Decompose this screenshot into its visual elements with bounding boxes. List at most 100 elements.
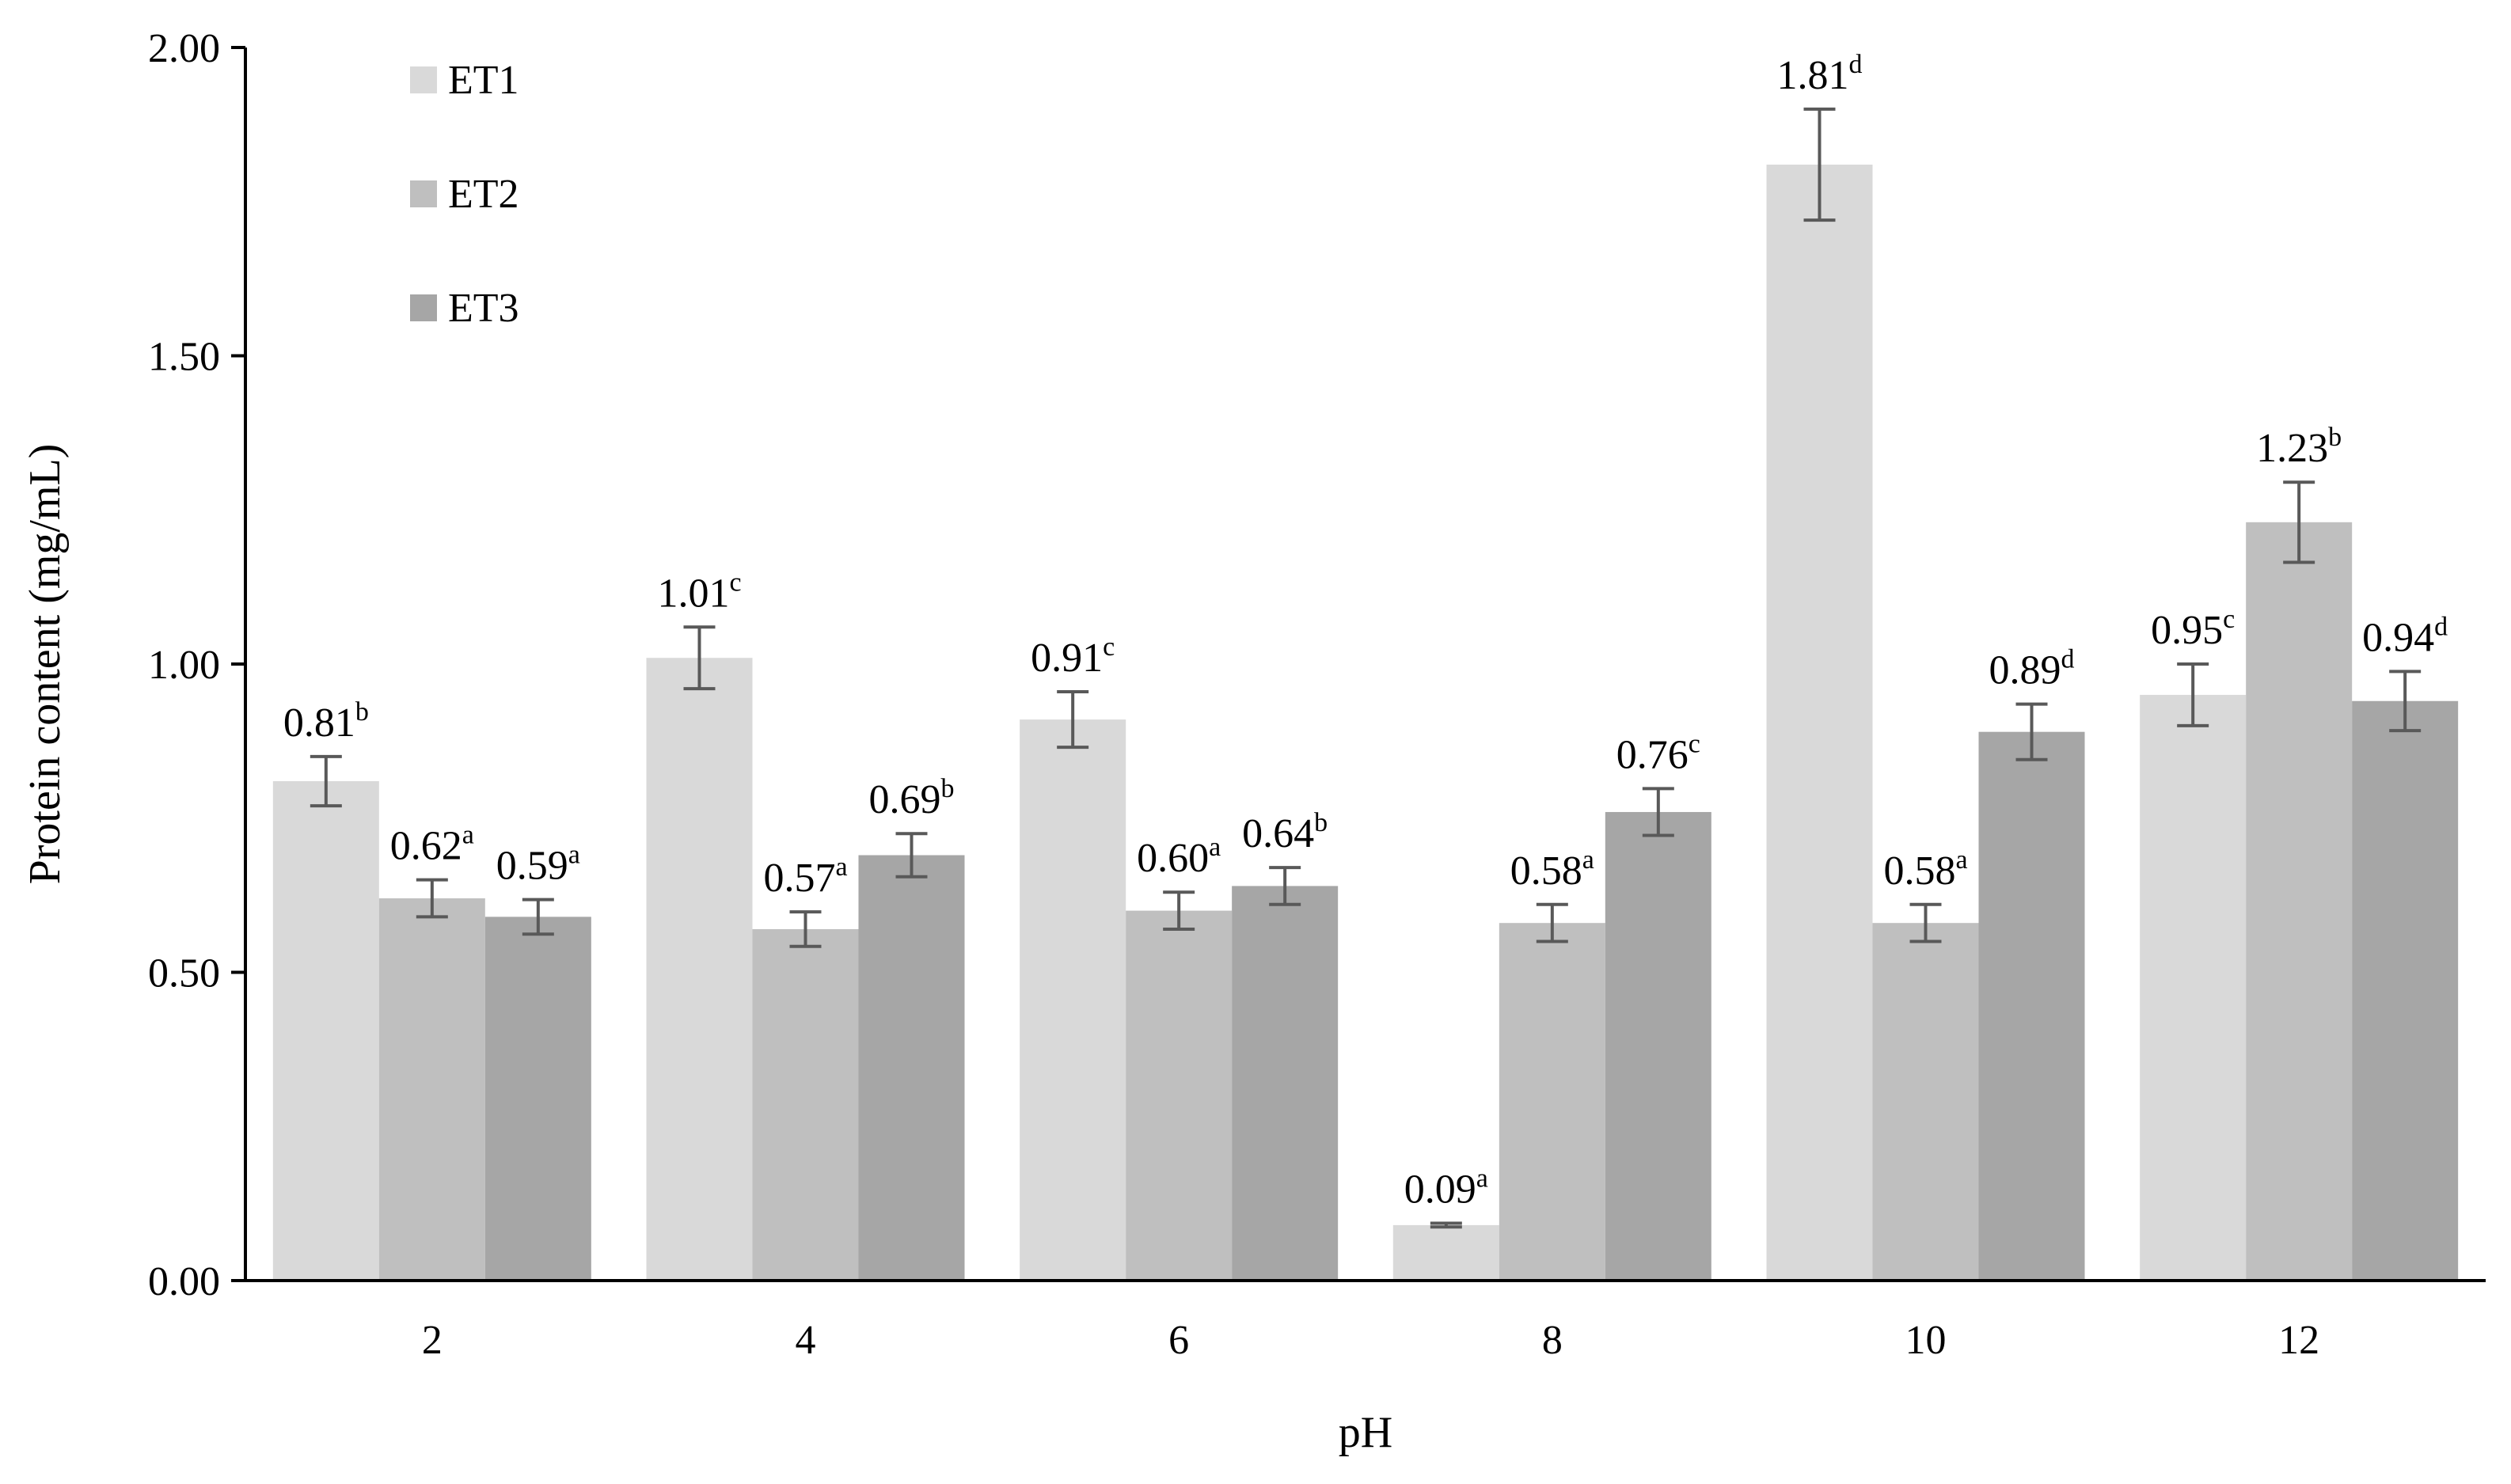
data-label: 0.09a: [1404, 1164, 1488, 1213]
error-bar: [1803, 107, 1836, 222]
bar-et3: [484, 917, 591, 1281]
data-label: 0.94d: [2362, 612, 2448, 660]
data-label-value: 0.94: [2362, 615, 2434, 660]
significance-letter: a: [462, 821, 474, 850]
bar-et1: [646, 658, 753, 1281]
significance-letter: d: [2434, 612, 2448, 641]
data-label: 0.69b: [869, 774, 955, 822]
data-label: 0.89d: [1989, 645, 2075, 693]
significance-letter: a: [1476, 1164, 1488, 1194]
bar-et1: [272, 781, 379, 1281]
significance-letter: d: [1849, 50, 1863, 79]
legend-item-et1: ET1: [410, 58, 519, 103]
data-label: 0.81b: [283, 697, 369, 746]
legend-item-et2: ET2: [410, 172, 519, 217]
error-bar: [522, 898, 554, 936]
bar-et1: [2140, 694, 2247, 1281]
data-label: 1.81d: [1777, 50, 1863, 98]
x-tick-label: 6: [1168, 1318, 1189, 1363]
y-tick-label: 0.00: [148, 1259, 220, 1304]
significance-letter: b: [941, 774, 955, 803]
legend-label: ET2: [448, 172, 519, 217]
x-tick-label: 8: [1542, 1318, 1563, 1363]
data-label: 1.23b: [2256, 423, 2342, 471]
y-axis-title: Protein content (mg/mL): [21, 444, 70, 885]
significance-letter: a: [1955, 845, 1967, 875]
error-bar: [2015, 702, 2048, 761]
error-bar: [1057, 690, 1089, 750]
error-bar: [1642, 787, 1674, 837]
bar-et3: [858, 855, 965, 1281]
significance-letter: c: [1103, 632, 1115, 662]
data-label-value: 0.62: [390, 824, 462, 869]
bars-layer: [272, 165, 2459, 1281]
error-bar: [789, 910, 822, 948]
data-label-value: 0.81: [283, 700, 355, 746]
significance-letter: a: [1582, 845, 1594, 875]
data-label: 0.64b: [1242, 808, 1328, 856]
significance-letter: b: [355, 697, 369, 727]
y-axis-ticks: 0.00 0.50 1.00 1.50 2.00: [148, 26, 245, 1304]
error-bar: [2283, 480, 2315, 564]
data-label-value: 1.23: [2256, 426, 2328, 471]
legend-label: ET1: [448, 58, 519, 103]
data-label: 0.58a: [1510, 845, 1594, 894]
significance-letter: c: [729, 567, 741, 597]
x-tick-label: 2: [422, 1318, 443, 1363]
error-bar: [1430, 1221, 1462, 1229]
y-tick-label: 0.50: [148, 951, 220, 996]
data-label: 0.57a: [763, 852, 847, 901]
error-bar: [416, 878, 448, 919]
significance-letter: d: [2061, 645, 2075, 674]
x-tick-label: 12: [2278, 1318, 2319, 1363]
error-bar: [2177, 662, 2209, 727]
data-label: 0.60a: [1137, 833, 1221, 881]
bar-et3: [2352, 700, 2459, 1281]
error-bars-layer: [310, 107, 2422, 1229]
legend-label: ET3: [448, 286, 519, 331]
data-label-value: 0.60: [1137, 836, 1209, 881]
error-bar: [1269, 866, 1301, 906]
significance-letter: c: [2223, 605, 2235, 634]
data-label-value: 0.95: [2151, 608, 2223, 653]
bar-et1: [1020, 719, 1126, 1281]
error-bar: [895, 832, 928, 879]
error-bar: [2389, 670, 2422, 733]
significance-letter: b: [2328, 423, 2342, 452]
data-label-value: 0.58: [1883, 848, 1955, 894]
bar-et1: [1766, 165, 1873, 1281]
data-label-value: 0.76: [1616, 732, 1689, 777]
data-label: 0.59a: [496, 841, 580, 889]
x-axis-ticks: 2 4 6 8 10 12: [422, 1318, 2319, 1363]
data-label-value: 0.89: [1989, 648, 2061, 693]
data-label: 0.58a: [1883, 845, 1967, 894]
significance-letter: a: [835, 852, 847, 882]
x-axis-title: pH: [1339, 1408, 1392, 1457]
data-label-value: 0.09: [1404, 1167, 1476, 1213]
data-label-value: 1.01: [657, 571, 729, 616]
y-tick-label: 1.50: [148, 335, 220, 380]
error-bar: [1909, 902, 1942, 943]
error-bar: [1536, 902, 1568, 943]
bar-et1: [1392, 1224, 1499, 1281]
data-label: 0.91c: [1031, 632, 1115, 681]
data-label-value: 0.58: [1510, 848, 1582, 894]
bar-et2: [1499, 923, 1605, 1281]
data-label: 0.95c: [2151, 605, 2235, 653]
legend: ET1 ET2 ET3: [410, 58, 519, 331]
data-label: 0.76c: [1616, 729, 1700, 777]
data-label: 0.62a: [390, 821, 474, 869]
error-bar: [683, 625, 716, 691]
x-tick-label: 10: [1905, 1318, 1947, 1363]
data-labels-layer: 0.81b1.01c0.91c0.09a1.81d0.95c0.62a0.57a…: [283, 50, 2448, 1213]
error-bar: [310, 754, 342, 808]
legend-swatch: [410, 180, 437, 207]
bar-et2: [1126, 910, 1233, 1281]
legend-item-et3: ET3: [410, 286, 519, 331]
bar-et3: [1978, 731, 2085, 1281]
data-label-value: 0.69: [869, 777, 941, 822]
data-label-value: 0.57: [763, 856, 835, 901]
data-label-value: 1.81: [1777, 53, 1849, 98]
bar-et2: [2246, 522, 2353, 1281]
